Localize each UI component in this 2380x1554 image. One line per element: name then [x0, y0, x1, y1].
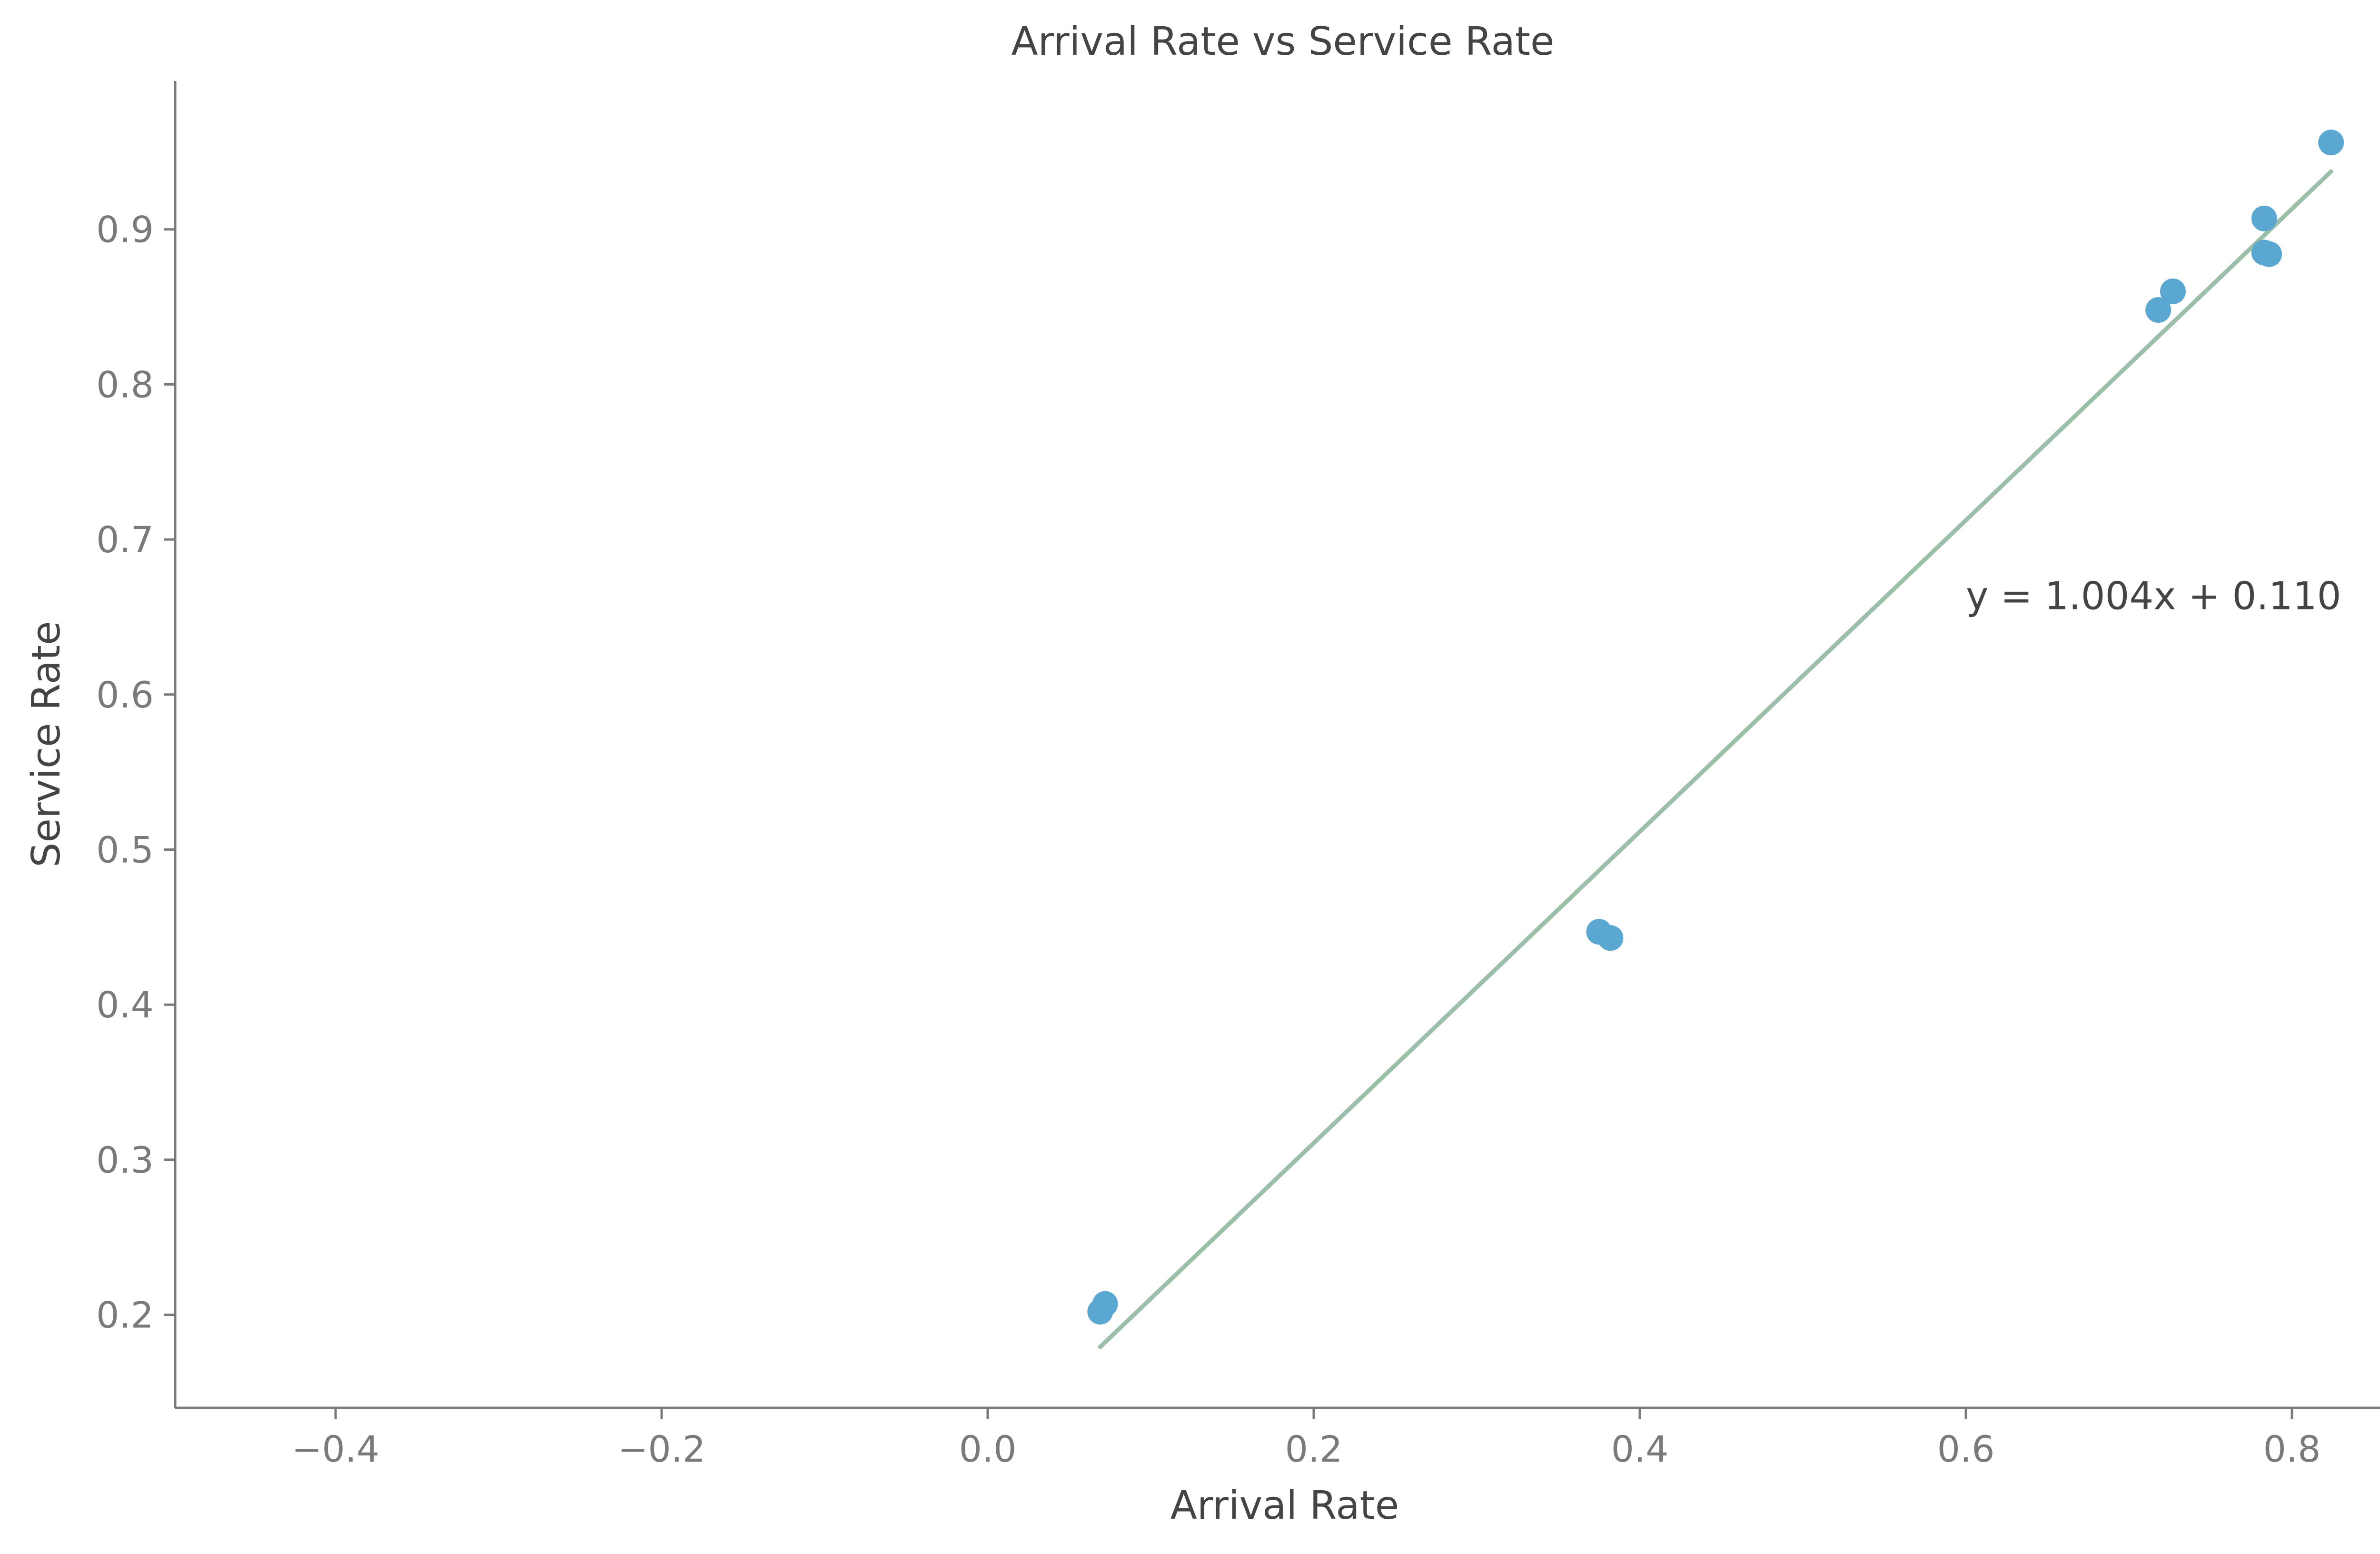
- annotation-layer: y = 1.004x + 0.110: [1966, 574, 2341, 618]
- x-tick-label: 0.8: [2263, 1428, 2321, 1470]
- scatter-point: [2251, 205, 2277, 231]
- y-axis-label: Service Rate: [24, 621, 69, 867]
- y-ticks: 0.2 0.3 0.4 0.5 0.6 0.7 0.8 0.9: [96, 209, 175, 1336]
- scatter-point: [2318, 130, 2344, 156]
- x-ticks: −0.4 −0.2 0.0 0.2 0.4 0.6 0.8: [292, 1408, 2321, 1470]
- y-tick-label: 0.2: [96, 1294, 154, 1336]
- x-tick-label: 0.0: [959, 1428, 1017, 1470]
- x-tick-label: −0.2: [618, 1428, 706, 1470]
- fit-layer: [1098, 169, 2333, 1349]
- axes: [174, 81, 2380, 1409]
- y-tick-label: 0.9: [96, 209, 154, 251]
- x-axis-label: Arrival Rate: [1170, 1483, 1399, 1528]
- x-tick-label: 0.2: [1285, 1428, 1343, 1470]
- points-layer: [1087, 130, 2344, 1325]
- y-tick-label: 0.6: [96, 674, 154, 716]
- scatter-point: [2145, 297, 2172, 323]
- regression-line: [1098, 169, 2333, 1349]
- y-tick-label: 0.5: [96, 829, 154, 871]
- x-tick-label: −0.4: [292, 1428, 380, 1470]
- scatter-point: [1597, 925, 1624, 951]
- x-tick-label: 0.6: [1937, 1428, 1995, 1470]
- y-tick-label: 0.7: [96, 518, 154, 561]
- scatter-point: [2160, 278, 2186, 304]
- y-tick-label: 0.4: [96, 984, 154, 1026]
- y-tick-label: 0.8: [96, 363, 154, 406]
- regression-equation: y = 1.004x + 0.110: [1966, 574, 2341, 618]
- x-tick-label: 0.4: [1611, 1428, 1669, 1470]
- scatter-point: [2256, 241, 2282, 267]
- chart-title: Arrival Rate vs Service Rate: [1011, 19, 1554, 64]
- scatter-point: [1092, 1291, 1118, 1317]
- y-tick-label: 0.3: [96, 1139, 154, 1181]
